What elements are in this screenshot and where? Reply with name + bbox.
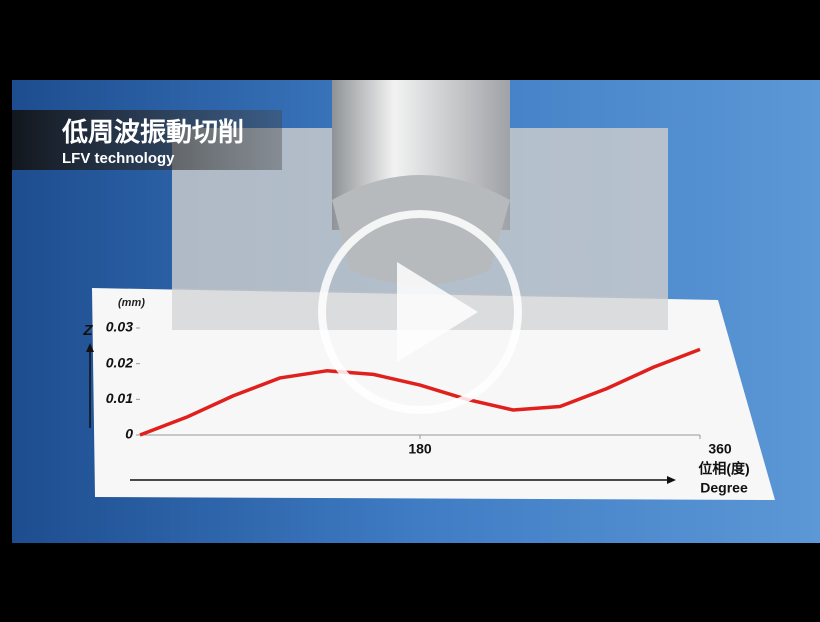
play-icon[interactable] (397, 262, 478, 362)
caption-subtitle: LFV technology (62, 150, 175, 167)
x-label: 位相(度) (698, 461, 749, 477)
y-tick-label: 0 (125, 426, 133, 442)
y-tick-label: 0.02 (106, 354, 133, 370)
y-tick-label: 0.03 (106, 319, 133, 335)
caption-box (12, 110, 282, 170)
caption-title: 低周波振動切削 (61, 117, 244, 147)
data-line (139, 347, 701, 437)
x-arrow-head (667, 476, 676, 484)
chart-sheet (92, 288, 775, 500)
chart: (mm) Z 位相(度) Degree 0 0.01 0.02 0.03 180 360 (82, 297, 749, 496)
y-unit: (mm) (118, 297, 145, 309)
x-tick-label: 360 (708, 441, 732, 457)
play-button[interactable] (318, 210, 522, 414)
tool-tip (332, 175, 510, 285)
x-tick-label: 180 (408, 441, 432, 457)
x-label-2: Degree (700, 480, 748, 496)
play-ring[interactable] (318, 210, 522, 414)
y-arrow-head (86, 343, 94, 352)
y-label: Z (82, 322, 93, 339)
y-tick-label: 0.01 (106, 390, 133, 406)
